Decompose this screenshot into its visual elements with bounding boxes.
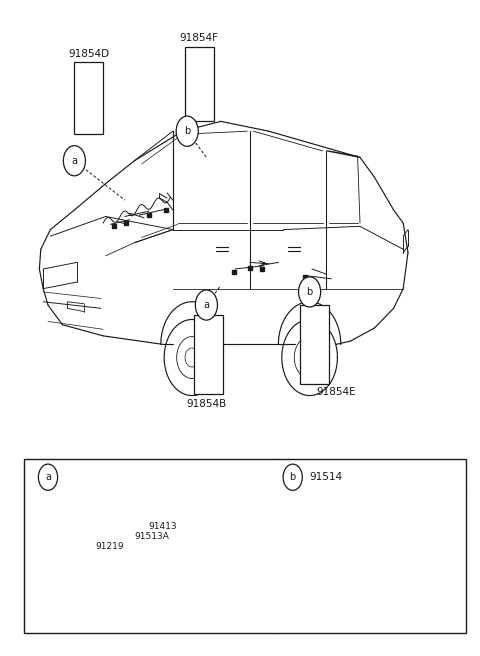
Circle shape <box>38 464 58 490</box>
Text: a: a <box>45 472 51 482</box>
Text: 91413: 91413 <box>148 522 177 531</box>
Text: 91854F: 91854F <box>180 33 219 43</box>
Text: 91219: 91219 <box>96 542 124 550</box>
Circle shape <box>63 146 85 176</box>
Bar <box>300 305 329 384</box>
Text: 91513A: 91513A <box>134 533 169 541</box>
Circle shape <box>283 464 302 490</box>
Bar <box>74 62 103 134</box>
Bar <box>108 564 126 594</box>
Circle shape <box>299 277 321 307</box>
Text: a: a <box>72 155 77 166</box>
Bar <box>111 570 115 588</box>
Bar <box>84 574 90 584</box>
Text: a: a <box>204 300 209 310</box>
Bar <box>120 570 124 588</box>
Text: 91854B: 91854B <box>186 399 227 409</box>
Text: b: b <box>306 287 313 297</box>
Text: b: b <box>289 472 296 482</box>
Text: 91854E: 91854E <box>317 387 357 397</box>
Circle shape <box>176 116 198 146</box>
Text: 91854D: 91854D <box>68 49 109 59</box>
Text: 91514: 91514 <box>310 472 343 482</box>
Bar <box>194 315 223 394</box>
Bar <box>68 564 84 594</box>
Text: b: b <box>184 126 191 136</box>
Bar <box>24 459 466 633</box>
Bar <box>185 47 214 121</box>
Circle shape <box>195 290 217 320</box>
